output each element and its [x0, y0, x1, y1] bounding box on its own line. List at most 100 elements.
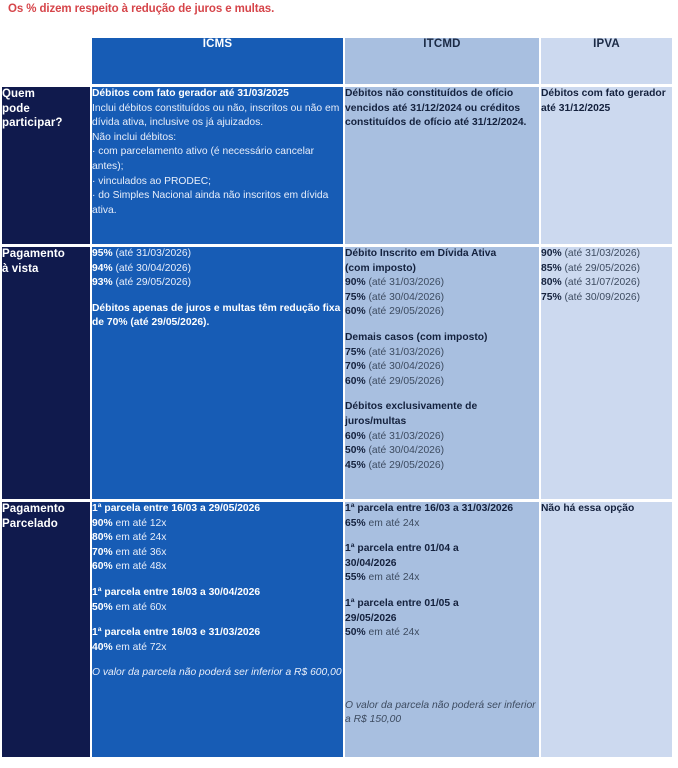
rate-percent: 50% — [92, 601, 113, 613]
rate-percent: 90% — [345, 277, 366, 289]
rate-percent: 80% — [541, 277, 562, 289]
cell-title: Débitos com fato gerador até 31/03/2025 — [92, 88, 289, 99]
rate-line: 70% em até 36x — [92, 546, 343, 561]
rate-deadline: (até 31/03/2026) — [564, 248, 641, 259]
group-title-line: 1ª parcela entre 01/05 a — [345, 598, 459, 610]
spacer — [345, 320, 539, 331]
rate-deadline: (até 30/04/2026) — [368, 291, 445, 303]
rate-line: 70% (até 30/04/2026) — [345, 360, 539, 375]
group-title-line: 1ª parcela entre 16/03 a 31/03/2026 — [345, 503, 514, 514]
row-label-line: Pagamento — [2, 503, 65, 515]
rate-line: 75% (até 31/03/2026) — [345, 346, 539, 361]
rate-line: 80% em até 24x — [92, 531, 343, 546]
rate-term: em até 24x — [368, 627, 420, 639]
rate-deadline: (até 31/03/2026) — [368, 277, 445, 289]
table-header-row: ICMS ITCMD IPVA — [2, 38, 672, 84]
rate-percent: 55% — [345, 572, 366, 584]
rate-deadline: (até 30/04/2026) — [368, 445, 445, 457]
cell-itcmd-participacao: Débitos não constituídos de ofício venci… — [345, 87, 539, 244]
header-corner-blank — [2, 38, 90, 84]
spacer — [345, 531, 539, 542]
cell-ipva-a-vista: 90% (até 31/03/2026) 85% (até 29/05/2026… — [541, 247, 672, 499]
rate-term: em até 72x — [115, 641, 167, 653]
spacer — [345, 641, 539, 699]
table-row-pagamento-a-vista: Pagamento à vista 95% (até 31/03/2026) 9… — [2, 247, 672, 499]
rate-line: 45% (até 29/05/2026) — [345, 459, 539, 474]
row-label-line: Parcelado — [2, 517, 58, 530]
column-header-ipva: IPVA — [541, 38, 672, 84]
rate-deadline: (até 31/07/2026) — [564, 277, 641, 289]
rate-line: 65% em até 24x — [345, 517, 539, 532]
group-title-line: (com imposto) — [345, 262, 416, 274]
percentage-disclaimer-note: Os % dizem respeito à redução de juros e… — [8, 3, 275, 15]
rate-line: 75% (até 30/09/2026) — [541, 291, 672, 306]
rate-term: em até 24x — [115, 532, 167, 544]
row-label-line: participar? — [2, 117, 63, 130]
spacer — [92, 655, 343, 666]
row-label-pagamento-a-vista: Pagamento à vista — [2, 247, 90, 499]
rate-term: em até 48x — [115, 561, 167, 573]
rate-percent: 75% — [345, 346, 366, 358]
rate-line: 85% (até 29/05/2026) — [541, 262, 672, 277]
rate-line: 94% (até 30/04/2026) — [92, 262, 343, 277]
rate-percent: 65% — [345, 517, 366, 529]
rate-deadline: (até 30/04/2026) — [115, 262, 192, 274]
rate-line: 60% (até 31/03/2026) — [345, 430, 539, 445]
cell-body-line: Não inclui débitos: — [92, 131, 177, 143]
group-title-line: 1ª parcela entre 16/03 e 31/03/2026 — [92, 627, 261, 639]
rate-line: 55% em até 24x — [345, 571, 539, 586]
cell-ipva-parcelado: Não há essa opção — [541, 502, 672, 757]
spacer — [92, 575, 343, 586]
cell-body-line: · do Simples Nacional ainda não inscrito… — [92, 190, 329, 216]
cell-body-line: · vinculados ao PRODEC; — [92, 175, 212, 187]
rate-line: 40% em até 72x — [92, 641, 343, 656]
rate-line: 90% em até 12x — [92, 517, 343, 532]
rate-line: 75% (até 30/04/2026) — [345, 291, 539, 306]
row-label-line: Pagamento — [2, 248, 65, 260]
spacer — [345, 586, 539, 597]
row-label-line: pode — [2, 102, 30, 115]
comparison-table: ICMS ITCMD IPVA Quem pode participar? Dé… — [0, 35, 674, 760]
cell-title: Débitos não constituídos de ofício venci… — [345, 88, 527, 129]
rate-percent: 60% — [92, 561, 113, 573]
cell-body-line: Inclui débitos constituídos ou não, insc… — [92, 102, 340, 129]
group-title-line: 1ª parcela entre 16/03 a 29/05/2026 — [92, 503, 261, 514]
rate-line: 60% (até 29/05/2026) — [345, 375, 539, 390]
rate-percent: 90% — [541, 248, 562, 259]
rate-percent: 45% — [345, 459, 366, 471]
group-title-line: juros/multas — [345, 416, 407, 428]
rate-percent: 85% — [541, 262, 562, 274]
rate-line: 80% (até 31/07/2026) — [541, 276, 672, 291]
rate-percent: 75% — [345, 291, 366, 303]
rate-line: 90% (até 31/03/2026) — [541, 247, 672, 262]
rate-line: 90% (até 31/03/2026) — [345, 276, 539, 291]
cell-footnote: O valor da parcela não poderá ser inferi… — [92, 667, 342, 679]
rate-line: 50% em até 60x — [92, 601, 343, 616]
rate-percent: 40% — [92, 641, 113, 653]
row-label-line: Quem — [2, 88, 35, 100]
row-label-quem-pode-participar: Quem pode participar? — [2, 87, 90, 244]
rate-line: 50% (até 30/04/2026) — [345, 444, 539, 459]
rate-deadline: (até 29/05/2026) — [368, 459, 445, 471]
rate-percent: 60% — [345, 375, 366, 387]
column-header-icms: ICMS — [92, 38, 343, 84]
group-title-line: 30/04/2026 — [345, 557, 397, 569]
spacer — [92, 291, 343, 302]
rate-line: 60% em até 48x — [92, 560, 343, 575]
row-label-line: à vista — [2, 262, 39, 275]
cell-itcmd-parcelado: 1ª parcela entre 16/03 a 31/03/2026 65% … — [345, 502, 539, 757]
rate-term: em até 24x — [368, 517, 420, 529]
rate-percent: 70% — [345, 361, 366, 373]
spacer — [345, 389, 539, 400]
cell-ipva-participacao: Débitos com fato gerador até 31/12/2025 — [541, 87, 672, 244]
group-title-line: Débito Inscrito em Dívida Ativa — [345, 248, 497, 259]
rate-term: em até 36x — [115, 546, 167, 558]
rate-percent: 60% — [345, 430, 366, 442]
rate-line: 60% (até 29/05/2026) — [345, 305, 539, 320]
cell-title: Não há essa opção — [541, 503, 635, 514]
rate-percent: 70% — [92, 546, 113, 558]
rate-percent: 50% — [345, 445, 366, 457]
cell-itcmd-a-vista: Débito Inscrito em Dívida Ativa (com imp… — [345, 247, 539, 499]
cell-body-line: · com parcelamento ativo (é necessário c… — [92, 146, 315, 173]
rate-percent: 60% — [345, 306, 366, 318]
